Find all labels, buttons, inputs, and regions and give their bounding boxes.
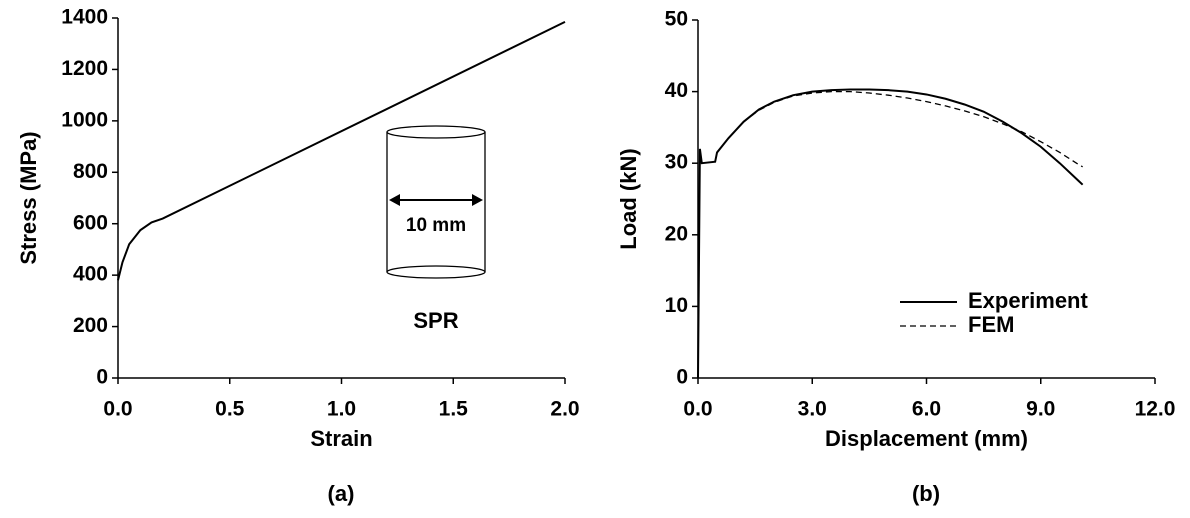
x-tick-label: 0.0: [683, 398, 712, 421]
x-axis-title: Displacement (mm): [825, 426, 1028, 451]
legend-label: Experiment: [968, 288, 1088, 313]
y-tick-label: 40: [665, 79, 688, 102]
y-tick-label: 0: [676, 366, 688, 389]
x-tick-label: 0.5: [215, 398, 245, 421]
y-axis-title: Load (kN): [616, 148, 641, 249]
specimen-sketch: [386, 125, 486, 279]
data-line: [117, 20, 566, 281]
y-tick-label: 20: [665, 222, 688, 245]
y-tick-label: 200: [73, 314, 108, 337]
x-axis-title: Strain: [310, 426, 372, 451]
data-line: [716, 90, 1083, 168]
caption: (a): [328, 481, 355, 506]
caption: (b): [912, 481, 940, 506]
x-tick-label: 2.0: [550, 398, 579, 421]
y-tick-label: 600: [73, 211, 108, 234]
x-tick-label: 9.0: [1026, 398, 1055, 421]
x-tick-label: 12.0: [1135, 398, 1176, 421]
annotation: SPR: [413, 308, 458, 333]
y-tick-label: 1400: [61, 6, 108, 29]
legend-label: FEM: [968, 312, 1014, 337]
x-tick-label: 6.0: [912, 398, 941, 421]
y-tick-label: 0: [96, 366, 108, 389]
y-axis-title: Stress (MPa): [16, 131, 41, 264]
y-tick-label: 50: [665, 8, 688, 31]
y-tick-label: 10: [665, 294, 688, 317]
cylinder-top: [386, 125, 486, 139]
y-tick-label: 800: [73, 160, 108, 183]
y-tick-label: 30: [665, 151, 688, 174]
x-tick-label: 0.0: [103, 398, 132, 421]
x-tick-label: 1.5: [439, 398, 469, 421]
x-tick-label: 1.0: [327, 398, 356, 421]
arrow-heads: [389, 194, 483, 206]
cylinder-bottom: [386, 265, 486, 279]
x-tick-label: 3.0: [798, 398, 827, 421]
annotation: 10 mm: [406, 215, 466, 236]
y-tick-label: 400: [73, 263, 108, 286]
y-tick-label: 1000: [61, 108, 108, 131]
y-tick-label: 1200: [61, 57, 108, 80]
